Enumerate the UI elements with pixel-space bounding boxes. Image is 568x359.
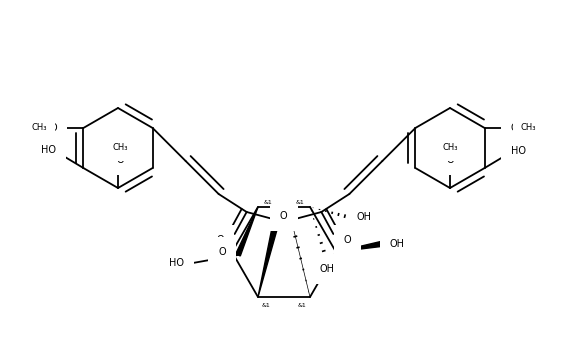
Text: O: O bbox=[217, 235, 224, 245]
Text: CH₃: CH₃ bbox=[32, 123, 47, 132]
Text: O: O bbox=[279, 211, 287, 221]
Text: OH: OH bbox=[357, 212, 371, 222]
Text: &1: &1 bbox=[298, 303, 306, 308]
Text: &1: &1 bbox=[262, 303, 270, 308]
Text: CH₃: CH₃ bbox=[521, 123, 536, 132]
Text: OH: OH bbox=[319, 264, 335, 274]
Polygon shape bbox=[336, 242, 382, 252]
Text: O: O bbox=[344, 235, 351, 245]
Text: O: O bbox=[446, 155, 454, 165]
Text: &1: &1 bbox=[295, 200, 304, 205]
Text: HO: HO bbox=[511, 146, 526, 156]
Text: HO: HO bbox=[41, 145, 56, 155]
Text: O: O bbox=[511, 123, 519, 133]
Text: HO: HO bbox=[169, 258, 185, 268]
Text: CH₃: CH₃ bbox=[442, 144, 458, 153]
Text: &1: &1 bbox=[320, 253, 328, 258]
Text: &1: &1 bbox=[264, 200, 273, 205]
Polygon shape bbox=[236, 207, 258, 256]
Text: O: O bbox=[49, 123, 57, 133]
Text: CH₃: CH₃ bbox=[112, 144, 128, 153]
Text: O: O bbox=[281, 211, 289, 221]
Text: O: O bbox=[218, 247, 226, 257]
Text: OH: OH bbox=[390, 239, 404, 249]
Text: O: O bbox=[116, 155, 124, 165]
Polygon shape bbox=[258, 219, 279, 297]
